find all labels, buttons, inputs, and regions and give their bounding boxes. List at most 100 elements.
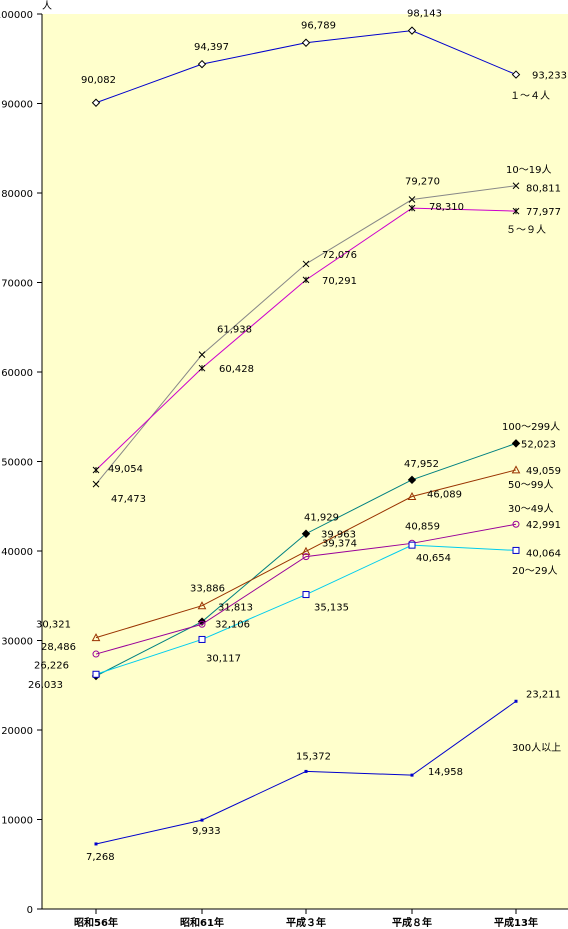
data-label: 72,076 — [322, 250, 357, 261]
data-point — [91, 98, 101, 107]
data-point — [408, 204, 416, 212]
data-label: 49,059 — [526, 466, 561, 477]
series-line — [92, 204, 520, 474]
data-label: 28,486 — [41, 642, 76, 653]
data-label: 39,963 — [321, 529, 356, 540]
data-label: 33,886 — [190, 584, 225, 595]
series-name-label: 20～29人 — [512, 565, 557, 577]
data-label: 93,233 — [532, 71, 567, 82]
data-point — [511, 70, 521, 79]
series-name-label: 10～19人 — [506, 164, 551, 176]
data-point — [197, 59, 207, 69]
data-label: 7,268 — [86, 852, 115, 863]
y-tick-label: 40000 — [1, 547, 33, 558]
y-tick-label: 80000 — [1, 189, 33, 200]
data-point — [512, 207, 520, 215]
data-point — [92, 670, 100, 678]
data-point — [407, 26, 417, 35]
series-line — [91, 465, 521, 642]
data-point — [408, 196, 416, 203]
data-label: 40,654 — [416, 553, 451, 564]
data-label: 35,135 — [314, 603, 349, 614]
data-label: 41,929 — [304, 513, 339, 524]
y-tick-label: 50000 — [1, 458, 33, 469]
data-point — [301, 546, 311, 555]
data-label: 70,291 — [322, 276, 357, 287]
data-label: 98,143 — [407, 9, 442, 20]
data-label: 15,372 — [296, 751, 331, 762]
series-name-label: 300人以上 — [512, 742, 561, 754]
y-tick-label: 90000 — [1, 100, 33, 111]
data-point — [512, 546, 520, 554]
y-tick-label: 0 — [27, 905, 33, 916]
y-axis-ticks: 0 10000 20000 30000 40000 50000 60000 70000 8000… — [0, 10, 42, 916]
series-name-label: １～４人 — [510, 90, 550, 102]
data-point — [408, 541, 416, 549]
data-label: 61,938 — [217, 325, 252, 336]
data-point — [512, 520, 520, 528]
data-point — [198, 351, 206, 359]
data-label: 79,270 — [405, 177, 440, 188]
series-name-label: 30～49人 — [508, 503, 553, 515]
data-point — [92, 466, 100, 474]
data-label: 77,977 — [526, 207, 561, 218]
data-label: 94,397 — [194, 42, 229, 53]
data-point — [92, 480, 100, 488]
x-tick-label: 昭和61年 — [180, 916, 224, 929]
y-tick-label: 70000 — [1, 279, 33, 290]
series-line — [91, 26, 521, 107]
x-axis-ticks: 昭和56年 昭和61年 平成３年 平成８年 平成13年 — [74, 909, 538, 929]
data-label: 9,933 — [192, 826, 221, 837]
y-unit-label: 人 — [42, 0, 52, 12]
y-tick-label: 10000 — [1, 816, 33, 827]
data-point — [511, 439, 521, 448]
series-name-label: 50～99人 — [508, 479, 553, 491]
series-name-label: 100～299人 — [502, 421, 560, 433]
x-tick-label: 昭和56年 — [74, 916, 118, 929]
data-label: 46,089 — [427, 490, 462, 501]
data-label: 14,958 — [428, 767, 463, 778]
data-label: 78,310 — [429, 202, 464, 213]
series-path — [95, 469, 517, 639]
data-point — [92, 650, 100, 658]
data-label: 60,428 — [219, 364, 254, 375]
data-label: 52,023 — [521, 439, 556, 450]
data-point — [200, 818, 204, 822]
data-point — [197, 601, 207, 610]
data-label: 96,789 — [301, 21, 336, 32]
data-point — [407, 491, 417, 501]
data-point — [512, 182, 520, 190]
data-label: 90,082 — [81, 75, 116, 86]
data-label: 49,054 — [108, 464, 143, 475]
data-labels: 90,082 94,397 96,789 98,143 93,233 47,473 61,9… — [28, 9, 567, 863]
data-point — [302, 591, 310, 599]
data-label: 23,211 — [526, 689, 561, 700]
data-label: 47,952 — [404, 459, 439, 470]
y-tick-label: 20000 — [1, 726, 33, 737]
data-point — [302, 260, 310, 268]
data-point — [198, 620, 206, 628]
data-point — [91, 633, 101, 642]
data-label: 32,106 — [215, 620, 250, 631]
data-point — [94, 842, 98, 846]
data-point — [302, 276, 310, 284]
y-tick-label: 30000 — [1, 637, 33, 648]
data-label: 31,813 — [218, 602, 253, 613]
x-tick-label: 平成８年 — [392, 916, 432, 929]
data-point — [301, 529, 311, 538]
y-tick-label: 60000 — [1, 368, 33, 379]
data-point — [198, 364, 206, 372]
data-point — [302, 553, 310, 561]
data-label: 26,226 — [34, 660, 69, 671]
data-point — [511, 465, 521, 474]
series-group — [91, 26, 521, 846]
data-point — [514, 699, 518, 703]
series-path — [95, 523, 517, 655]
series-line — [92, 541, 520, 678]
data-point — [301, 38, 311, 47]
x-tick-label: 平成13年 — [494, 916, 538, 929]
series-line — [94, 699, 518, 846]
data-label: 42,991 — [526, 520, 561, 531]
data-label: 30,117 — [206, 653, 241, 664]
